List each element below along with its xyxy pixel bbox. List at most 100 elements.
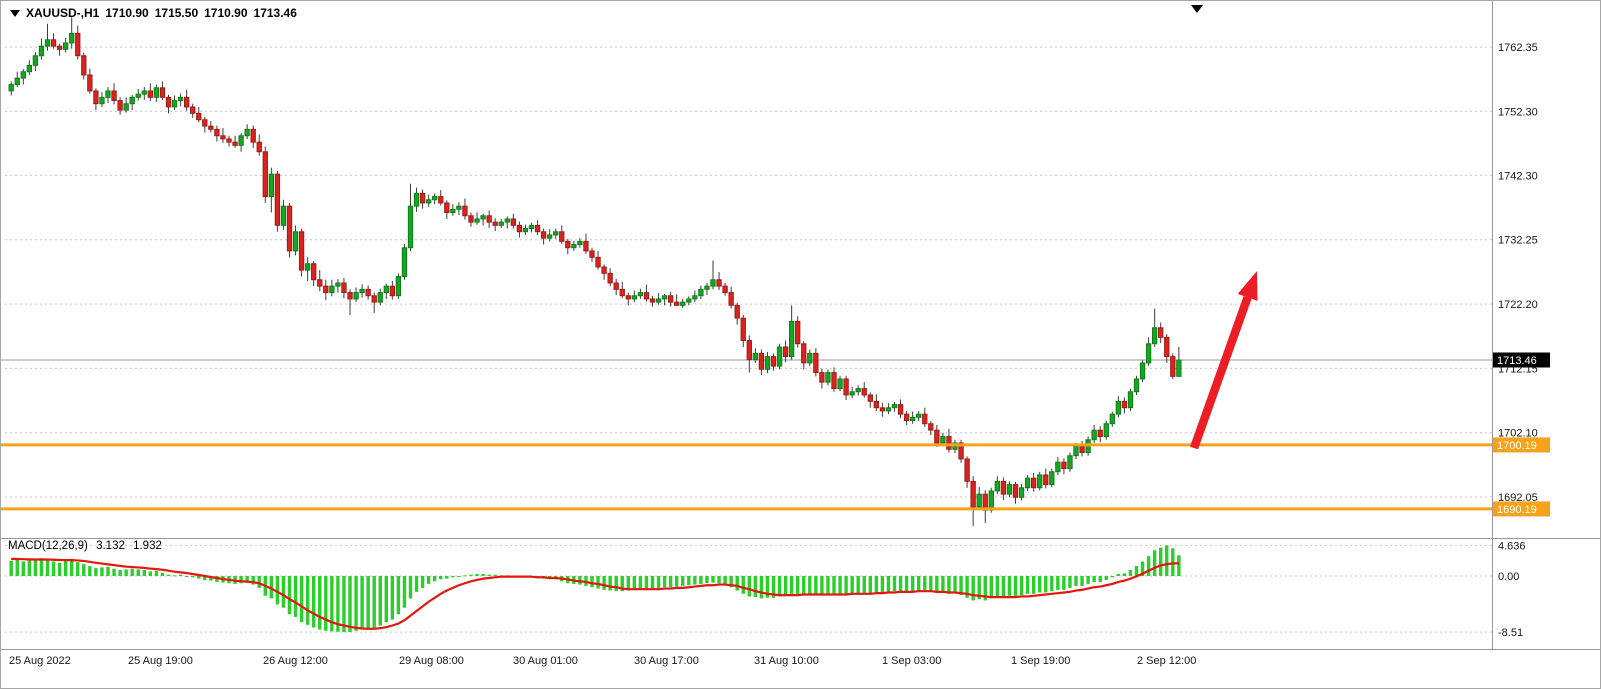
candle-body	[135, 93, 141, 98]
candle-body	[637, 292, 644, 297]
candle-body	[879, 407, 886, 412]
macd-bar	[463, 575, 467, 577]
candle-body	[746, 340, 752, 361]
macd-bar	[717, 576, 721, 584]
candle-body	[916, 413, 922, 418]
macd-bar	[439, 576, 443, 580]
macd-bar	[88, 566, 92, 576]
candle-body	[1091, 429, 1097, 441]
macd-bar	[1031, 576, 1036, 594]
candle-body	[891, 404, 898, 409]
macd-bar	[892, 576, 897, 592]
macd-bar	[239, 576, 243, 584]
macd-bar	[106, 566, 110, 576]
up-arrow-annotation[interactable]	[1189, 295, 1252, 450]
macd-bar	[886, 576, 891, 592]
macd-bar	[1068, 576, 1072, 588]
candle-body	[456, 205, 462, 210]
candle-body	[764, 356, 771, 370]
macd-bar	[668, 576, 673, 588]
chart-shift-marker-icon[interactable]	[1191, 5, 1203, 13]
macd-bar	[451, 576, 455, 578]
candle-body	[480, 215, 486, 220]
macd-bar	[941, 576, 945, 593]
level-price-badge	[1493, 501, 1550, 517]
symbol-timeframe-label: XAUUSD-,H1	[26, 6, 100, 20]
candle-body	[93, 90, 99, 105]
macd-bar	[923, 576, 927, 592]
candle-body	[26, 64, 32, 73]
macd-bar	[408, 576, 413, 599]
candle-body	[438, 196, 444, 204]
time-axis-label: 1 Sep 19:00	[1011, 655, 1070, 667]
candle-body	[329, 285, 335, 293]
macd-bar	[45, 559, 50, 576]
macd-bar	[832, 576, 836, 595]
macd-bar	[898, 576, 903, 592]
macd-bar	[747, 576, 751, 597]
macd-bar	[929, 576, 933, 592]
macd-bar	[693, 576, 697, 585]
macd-bar	[777, 576, 782, 597]
macd-bar	[245, 576, 249, 583]
candle-body	[819, 372, 825, 383]
candle-body	[462, 205, 468, 217]
price-axis-label: 1722.20	[1498, 299, 1538, 311]
candle-body	[280, 205, 287, 226]
candle-body	[244, 128, 250, 137]
candle-body	[1164, 336, 1170, 357]
macd-axis-label: 0.00	[1498, 571, 1519, 583]
candle-body	[1158, 327, 1164, 338]
candle-body	[1127, 391, 1134, 409]
macd-bar	[959, 576, 963, 596]
time-axis-label: 31 Aug 10:00	[754, 655, 819, 667]
candle-body	[208, 125, 214, 130]
candle-body	[99, 96, 105, 105]
macd-bar	[112, 568, 116, 576]
candle-body	[141, 90, 147, 95]
macd-bar	[1171, 548, 1175, 576]
candle-body	[1067, 455, 1073, 469]
macd-bar	[414, 576, 419, 592]
macd-bar	[76, 562, 80, 576]
candle-body	[1037, 474, 1043, 489]
macd-bar	[1007, 576, 1012, 596]
candle-body	[413, 192, 420, 207]
macd-bar	[874, 576, 879, 593]
macd-bar	[989, 576, 993, 599]
candle-body	[946, 436, 952, 450]
candle-body	[323, 285, 329, 293]
candle-body	[516, 224, 523, 233]
macd-bar	[602, 576, 606, 590]
macd-bar	[904, 576, 909, 592]
macd-bar	[1025, 576, 1030, 594]
up-arrow-head[interactable]	[1237, 271, 1258, 301]
candle-body	[698, 288, 704, 297]
macd-bar	[178, 574, 183, 576]
macd-bar	[9, 560, 13, 576]
time-axis-label: 2 Sep 12:00	[1137, 655, 1196, 667]
candle-body	[789, 320, 795, 357]
macd-bar	[590, 576, 594, 588]
macd-bar	[457, 576, 461, 577]
macd-bar	[1056, 576, 1060, 590]
candle-body	[867, 394, 873, 402]
candle-body	[619, 288, 625, 297]
bar-low-value: 1710.90	[204, 6, 248, 20]
candle-body	[1055, 461, 1061, 473]
macd-bar	[935, 576, 939, 594]
macd-bar	[1159, 547, 1163, 576]
candle-body	[63, 42, 69, 50]
macd-bar	[124, 569, 128, 576]
macd-bar	[626, 576, 630, 591]
candle-body	[873, 400, 880, 409]
macd-bar	[160, 572, 165, 576]
macd-bar	[1134, 566, 1139, 576]
candle-body	[897, 404, 904, 415]
macd-bar	[1062, 576, 1066, 590]
macd-bar	[681, 576, 685, 586]
macd-bar	[632, 576, 637, 590]
candle-body	[256, 141, 262, 153]
